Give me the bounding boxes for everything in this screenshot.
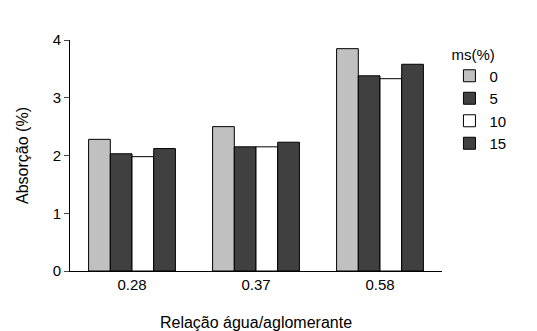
svg-text:3: 3 xyxy=(53,89,61,106)
svg-text:10: 10 xyxy=(489,113,506,130)
svg-text:Relação água/aglomerante: Relação água/aglomerante xyxy=(160,314,352,331)
svg-text:ms(%): ms(%) xyxy=(451,46,494,63)
svg-text:0.28: 0.28 xyxy=(117,276,146,293)
svg-text:1: 1 xyxy=(53,205,61,222)
svg-text:4: 4 xyxy=(53,31,61,48)
svg-text:0: 0 xyxy=(489,68,497,85)
svg-text:2: 2 xyxy=(53,147,61,164)
svg-text:Absorção (%): Absorção (%) xyxy=(14,107,31,204)
svg-text:5: 5 xyxy=(489,90,497,107)
svg-text:15: 15 xyxy=(489,135,506,152)
svg-text:0.58: 0.58 xyxy=(365,276,394,293)
svg-text:0: 0 xyxy=(53,262,61,279)
svg-text:0.37: 0.37 xyxy=(241,276,270,293)
